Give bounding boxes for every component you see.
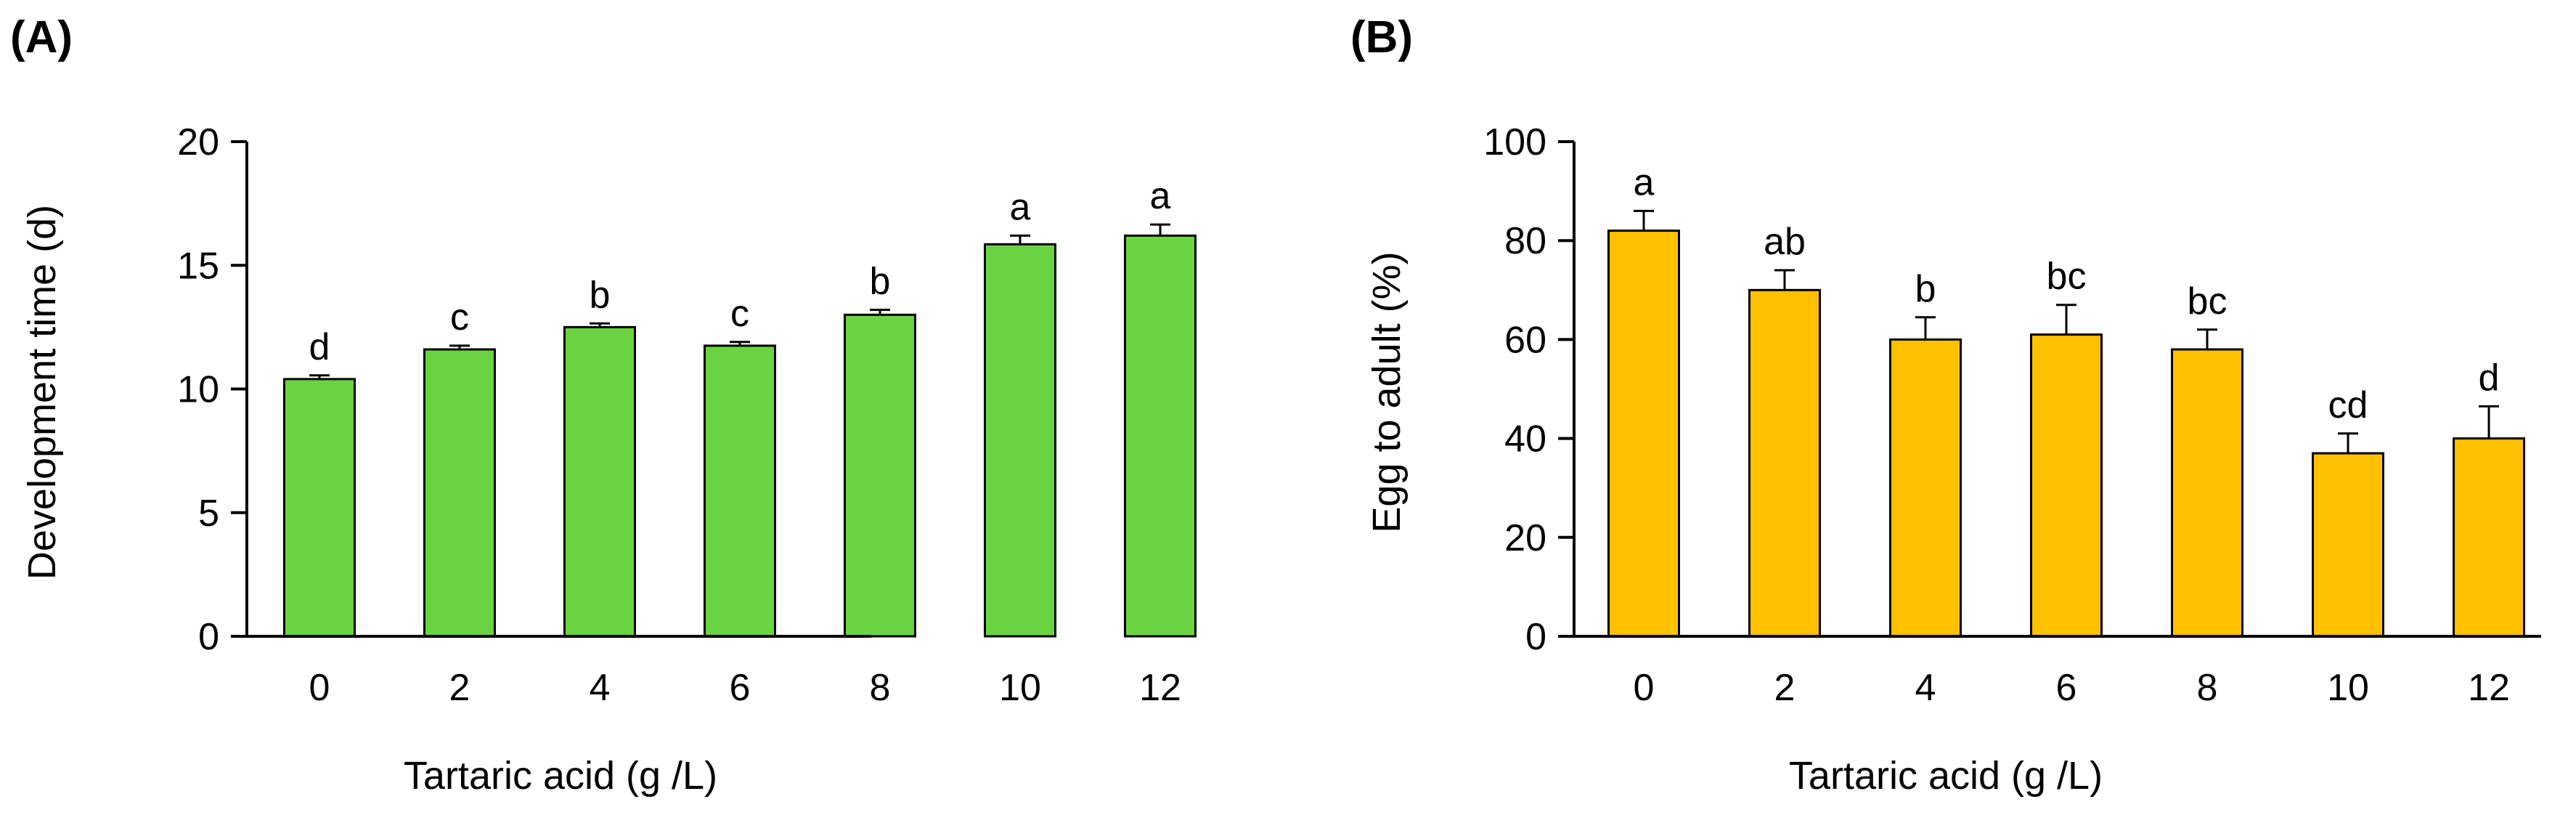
panel-b-significance-letter: a xyxy=(1634,161,1655,203)
panel-a-x-tick-label: 8 xyxy=(870,667,891,709)
panel-b-significance-letter: bc xyxy=(2047,256,2087,298)
panel-b-y-axis-title: Egg to adult (%) xyxy=(1365,251,1409,532)
panel-b-x-tick-label: 0 xyxy=(1634,667,1655,709)
panel-a-x-axis-title: Tartaric acid (g /L) xyxy=(404,754,717,798)
panel-b-x-tick-label: 2 xyxy=(1774,667,1796,709)
panel-b-significance-letter: bc xyxy=(2188,280,2227,323)
panel-a-y-tick-label: 0 xyxy=(198,616,219,658)
panel-a-label: (A) xyxy=(10,12,73,62)
panel-a-development-time: (A) d c b c b a a 0 5 10 15 20 0 2 4 6 8 10 12 Tartaric … xyxy=(10,12,1197,798)
panel-b-x-tick-label: 10 xyxy=(2327,667,2369,709)
panel-b-egg-to-adult: (B) a ab b bc bc cd d 0 20 40 60 80 100 0 2 4 6 8 10 12 T… xyxy=(1350,12,2541,798)
panel-a-bar xyxy=(1124,234,1197,638)
panel-a-x-tick-label: 4 xyxy=(590,667,611,709)
panel-a-y-tick-label: 20 xyxy=(177,121,219,163)
panel-b-bar xyxy=(1748,288,1821,638)
panel-a-bar xyxy=(563,325,636,638)
panel-b-y-tick-label: 40 xyxy=(1504,418,1546,461)
panel-b-y-tick-label: 20 xyxy=(1504,517,1546,559)
panel-a-x-tick-label: 12 xyxy=(1139,667,1181,709)
panel-a-x-ticks: 0 2 4 6 8 10 12 xyxy=(309,667,1181,709)
panel-a-x-tick-label: 2 xyxy=(449,667,470,709)
panel-b-bar xyxy=(1607,230,1680,638)
panel-a-y-tick-label: 5 xyxy=(198,492,219,535)
panel-b-label: (B) xyxy=(1350,12,1413,62)
panel-b-x-ticks: 0 2 4 6 8 10 12 xyxy=(1634,667,2510,709)
panel-b-bar xyxy=(2312,452,2384,638)
panel-a-bar xyxy=(984,243,1056,638)
panel-a-bar xyxy=(844,313,916,638)
panel-b-bar xyxy=(2171,348,2243,638)
panel-b-bar xyxy=(2030,333,2103,638)
panel-b-error-bars xyxy=(1634,209,2499,454)
panel-b-y-tick-label: 80 xyxy=(1504,220,1546,262)
panel-b-bar xyxy=(1889,338,1962,638)
panel-b-significance-letter: b xyxy=(1915,268,1936,310)
panel-a-x-tick-label: 0 xyxy=(309,667,330,709)
panel-b-x-tick-label: 4 xyxy=(1915,667,1936,709)
panel-a-significance-letter: c xyxy=(730,293,749,335)
panel-b-y-tick-label: 0 xyxy=(1525,616,1546,658)
panel-a-x-tick-label: 6 xyxy=(730,667,751,709)
panel-b-y-ticks: 0 20 40 60 80 100 xyxy=(1483,121,1574,658)
panel-b-bar xyxy=(2453,437,2525,638)
panel-b-x-tick-label: 8 xyxy=(2197,667,2218,709)
panel-b-significance-letter: cd xyxy=(2328,384,2368,426)
panel-a-y-axis-title: Development time (d) xyxy=(20,205,64,580)
panel-a-bars xyxy=(283,234,1197,638)
panel-a-y-tick-label: 10 xyxy=(177,369,219,411)
panel-b-significance-labels: a ab b bc bc cd d xyxy=(1634,161,2500,426)
panel-a-y-tick-label: 15 xyxy=(177,245,219,287)
panel-b-significance-letter: ab xyxy=(1764,221,1806,263)
panel-a-significance-letter: b xyxy=(870,261,891,303)
panel-b-y-tick-label: 60 xyxy=(1504,319,1546,361)
panel-b-x-tick-label: 12 xyxy=(2468,667,2510,709)
panel-b-significance-letter: d xyxy=(2479,357,2500,399)
panel-b-axes xyxy=(1573,142,2541,638)
panel-a-bar xyxy=(283,378,356,638)
panel-b-bars xyxy=(1607,230,2525,638)
panel-a-error-bars xyxy=(309,223,1170,379)
panel-a-significance-letter: a xyxy=(1150,175,1171,217)
panel-a-significance-labels: d c b c b a a xyxy=(309,175,1171,368)
panel-b-x-axis-title: Tartaric acid (g /L) xyxy=(1789,754,2103,798)
panel-a-y-ticks: 0 5 10 15 20 xyxy=(177,121,247,658)
panel-a-x-tick-label: 10 xyxy=(999,667,1041,709)
panel-a-bar xyxy=(423,348,496,638)
panel-b-x-tick-label: 6 xyxy=(2056,667,2077,709)
panel-a-significance-letter: a xyxy=(1010,186,1031,228)
panel-a-significance-letter: d xyxy=(309,326,330,368)
panel-a-bar xyxy=(704,344,776,638)
panel-a-significance-letter: c xyxy=(450,296,469,338)
panel-b-y-tick-label: 100 xyxy=(1483,121,1546,163)
panel-a-significance-letter: b xyxy=(590,274,611,316)
